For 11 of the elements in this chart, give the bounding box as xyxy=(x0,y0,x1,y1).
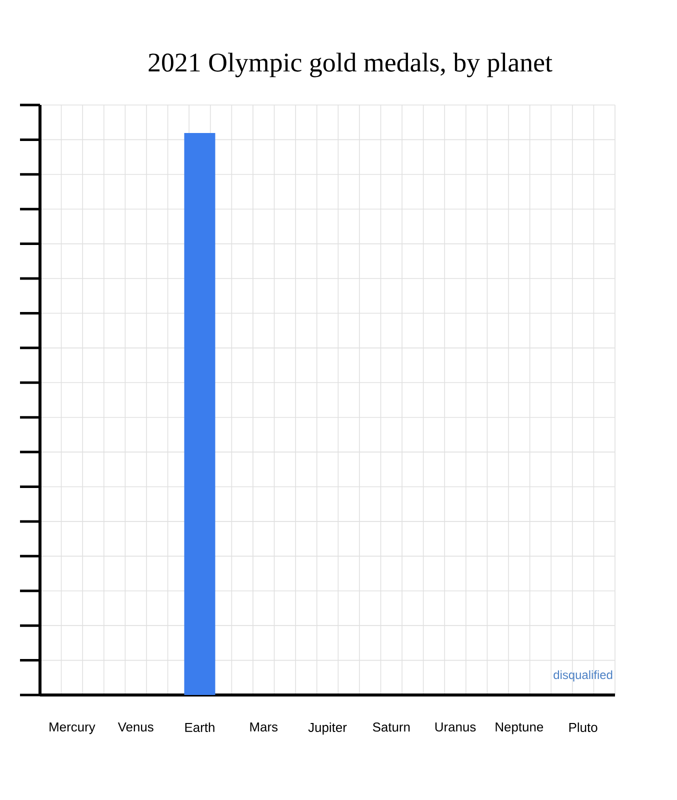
x-tick-label: Saturn xyxy=(372,722,410,732)
annotation: disqualified xyxy=(554,670,612,682)
x-tick-label: Mars xyxy=(250,722,278,732)
x-tick-label: Venus xyxy=(118,722,154,732)
chart-title: 2021 Olympic gold medals, by planet xyxy=(148,52,552,78)
x-tick-label: Uranus xyxy=(435,722,476,732)
x-tick-label: Jupiter xyxy=(308,722,347,735)
x-tick-label: Earth xyxy=(185,722,214,732)
x-tick-label: Mercury xyxy=(50,722,96,734)
x-tick-label: Neptune xyxy=(496,722,544,734)
x-tick-label: Pluto xyxy=(569,722,598,732)
